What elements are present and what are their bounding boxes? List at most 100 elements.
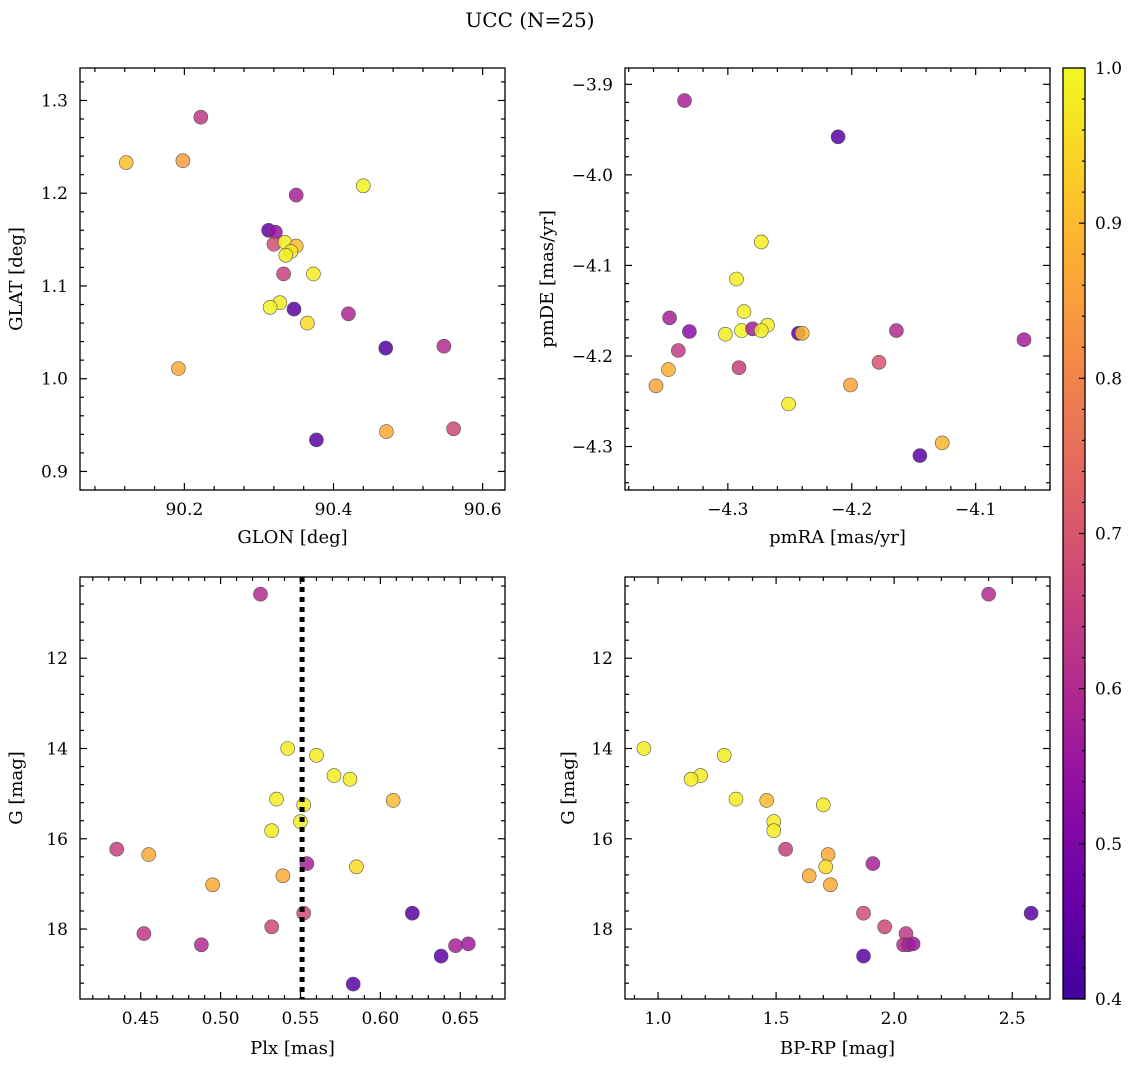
panel-bprp-g: 1.0 1.5 2.0 2.5 12 14 16 18 BP-RP [mag] G [mag] xyxy=(558,576,1051,1059)
data-point xyxy=(141,847,156,862)
data-point xyxy=(355,178,371,194)
data-point xyxy=(728,791,744,807)
colorbar-tick-label: 0.8 xyxy=(1095,369,1122,389)
data-point xyxy=(309,432,324,448)
data-point xyxy=(856,948,871,964)
y-tick-label: 16 xyxy=(46,830,68,850)
data-point xyxy=(379,424,394,439)
data-point xyxy=(262,299,278,315)
x-axis-label: GLON [deg] xyxy=(237,527,347,548)
axes-frame xyxy=(624,576,1051,1000)
y-tick-label: 1.0 xyxy=(41,370,68,390)
x-tick-label: 2.0 xyxy=(881,1009,908,1029)
panel-glon-glat: 90.2 90.4 90.6 0.9 1.0 1.1 1.2 1.3 GLON [deg] GLA… xyxy=(6,67,506,548)
y-tick-label: 14 xyxy=(591,740,613,760)
data-point xyxy=(877,919,893,935)
data-point xyxy=(286,301,302,317)
y-tick-label: −4.1 xyxy=(572,256,613,276)
data-point xyxy=(326,768,342,783)
colorbar-tick-label: 0.9 xyxy=(1095,214,1122,234)
y-tick-label: 1.2 xyxy=(41,184,68,204)
data-point xyxy=(670,343,686,358)
y-axis-label: G [mag] xyxy=(558,751,579,824)
data-point xyxy=(794,325,810,341)
data-point xyxy=(288,187,304,203)
data-point xyxy=(349,859,364,875)
data-point xyxy=(264,919,280,935)
ticks-plx-g: 0.45 0.50 0.55 0.60 0.65 12 14 16 18 xyxy=(46,577,505,1029)
data-point xyxy=(433,948,449,964)
colorbar-tick-label: 0.7 xyxy=(1095,525,1122,545)
y-tick-label: 14 xyxy=(46,740,68,760)
data-point xyxy=(759,793,775,808)
data-point xyxy=(171,361,186,376)
x-tick-label: 0.65 xyxy=(441,1009,479,1029)
ticks-pmra-pmde: −4.3 −4.2 −4.1 −4.3 −4.2 −4.1 −4.0 −3.9 xyxy=(572,68,1051,520)
points-plx-g xyxy=(109,586,476,992)
y-tick-label: 1.1 xyxy=(41,277,68,297)
data-point xyxy=(205,877,220,893)
data-point xyxy=(731,360,747,376)
data-point xyxy=(448,938,463,954)
data-point xyxy=(1023,905,1039,921)
points-bprp-g xyxy=(636,586,1039,964)
data-point xyxy=(378,340,394,356)
data-point xyxy=(871,354,887,370)
data-point xyxy=(820,847,836,862)
data-point xyxy=(818,859,834,875)
colorbar-gradient xyxy=(1063,68,1085,999)
data-point xyxy=(194,937,209,953)
y-tick-label: 16 xyxy=(591,830,613,850)
data-point xyxy=(718,326,733,342)
data-point xyxy=(823,877,838,893)
axes-frame xyxy=(79,576,506,1000)
data-point xyxy=(280,741,296,756)
y-tick-label: 12 xyxy=(591,649,613,669)
y-tick-label: −4.3 xyxy=(572,438,613,458)
ticks-bprp-g: 1.0 1.5 2.0 2.5 12 14 16 18 xyxy=(591,577,1050,1029)
y-axis-label: GLAT [deg] xyxy=(6,227,27,331)
data-point xyxy=(865,856,881,871)
data-point xyxy=(905,936,921,952)
data-point xyxy=(269,791,284,807)
y-axis-label: G [mag] xyxy=(6,751,27,824)
x-tick-label: 0.45 xyxy=(122,1009,160,1029)
data-point xyxy=(345,976,361,992)
data-point xyxy=(309,747,324,763)
data-point xyxy=(683,771,699,787)
data-point xyxy=(436,338,452,354)
data-point xyxy=(729,271,744,287)
y-tick-label: 0.9 xyxy=(41,462,68,482)
colorbar: 0.4 0.5 0.6 0.7 0.8 0.9 1.0 xyxy=(1062,59,1122,1010)
colorbar-tick-label: 0.5 xyxy=(1095,835,1122,855)
data-point xyxy=(682,324,697,339)
x-tick-label: −4.1 xyxy=(955,500,996,520)
y-tick-label: −3.9 xyxy=(572,75,613,95)
y-tick-label: 18 xyxy=(591,920,613,940)
x-tick-label: −4.3 xyxy=(707,500,748,520)
data-point xyxy=(341,306,356,322)
data-point xyxy=(404,905,420,921)
x-tick-label: 90.4 xyxy=(315,500,353,520)
y-axis-label: pmDE [mas/yr] xyxy=(537,210,558,348)
data-point xyxy=(278,248,294,263)
figure-title: UCC (N=25) xyxy=(465,8,594,32)
data-point xyxy=(446,421,461,437)
panel-pmra-pmde: −4.3 −4.2 −4.1 −4.3 −4.2 −4.1 −4.0 −3.9 pmRA [ma… xyxy=(537,67,1051,548)
y-tick-label: 18 xyxy=(46,920,68,940)
data-point xyxy=(736,304,752,319)
y-tick-label: 12 xyxy=(46,649,68,669)
data-point xyxy=(766,823,782,839)
data-point xyxy=(648,378,664,394)
y-tick-label: −4.0 xyxy=(572,166,613,186)
data-point xyxy=(981,586,996,602)
data-point xyxy=(778,841,793,857)
data-point xyxy=(830,129,846,145)
data-point xyxy=(118,155,134,170)
data-point xyxy=(781,396,796,412)
axes-frame xyxy=(79,67,506,491)
colorbar-tick-label: 0.6 xyxy=(1095,680,1122,700)
data-point xyxy=(815,797,831,813)
data-point xyxy=(889,323,904,338)
